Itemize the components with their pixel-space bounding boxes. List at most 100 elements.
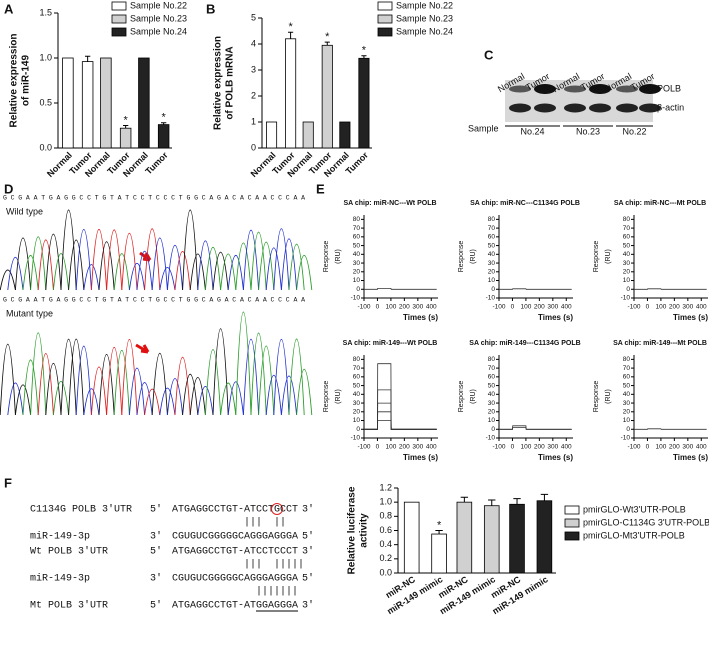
end-label: 3': [150, 573, 162, 585]
chart-title: SA chip: miR-NC---C1134G POLB: [470, 200, 580, 207]
sequence: GCGAATGAGGCCTGTATCCTGCCTGGCAGACACAACCCAA: [3, 297, 305, 304]
bar: [431, 533, 447, 574]
bar: [358, 57, 370, 149]
legend-label: Sample No.23: [396, 13, 453, 23]
trace-peak: [182, 374, 199, 416]
y-tick-label: 60: [623, 234, 631, 241]
trace-peak: [113, 349, 130, 416]
legend-label: Sample No.22: [396, 0, 453, 10]
trace-peak: [144, 228, 161, 291]
seq-label: Mt POLB 3'UTR: [30, 600, 108, 612]
y-tick-label: 4: [251, 38, 256, 48]
y-tick-label: 20: [623, 409, 631, 416]
trace-peak: [227, 254, 244, 291]
x-tick-label: 200: [399, 304, 410, 311]
trace-peak: [90, 366, 108, 416]
x-tick-label: 200: [534, 304, 545, 311]
bar: [265, 121, 278, 149]
y-tick-label: 0: [251, 142, 256, 152]
panel-letter: B: [206, 1, 215, 16]
legend-label: Sample No.24: [130, 26, 187, 36]
y-tick-label: 50: [488, 382, 496, 389]
error-bar: [160, 122, 167, 125]
y-tick-label: 20: [623, 269, 631, 276]
trace-peak: [220, 382, 237, 416]
end-label: 5': [150, 504, 162, 516]
y-tick-label: 0.5: [39, 97, 52, 107]
trace-peak: [106, 229, 123, 291]
x-tick-label: 0: [646, 444, 650, 451]
y-axis-label: (RU): [335, 249, 342, 264]
trace-peak: [220, 253, 237, 291]
x-tick-label: Normal: [249, 150, 278, 179]
x-tick-label: 300: [412, 444, 423, 451]
y-tick-label: 10: [623, 277, 631, 284]
end-label: 3': [302, 600, 314, 612]
trace-peak: [45, 233, 62, 291]
panel-letter: A: [4, 1, 14, 16]
trace-peak: [159, 267, 176, 291]
trace-peak: [204, 349, 222, 416]
x-tick-label: 400: [696, 304, 707, 311]
y-tick-label: 70: [623, 225, 631, 232]
significance-mark: *: [325, 31, 330, 43]
trace-peak: [280, 375, 298, 416]
y-axis-label: (RU): [605, 249, 612, 264]
line-series: [364, 402, 437, 430]
line-series: [499, 425, 572, 430]
y-tick-label: -10: [351, 435, 361, 442]
line-series: [364, 389, 437, 430]
legend-label: Sample No.24: [396, 26, 453, 36]
legend-label: Sample No.22: [130, 0, 187, 10]
y-tick-label: 10: [623, 417, 631, 424]
bar: [81, 61, 94, 149]
y-tick-label: 10: [353, 417, 361, 424]
trace-peak: [75, 345, 92, 416]
y-tick-label: 30: [353, 260, 361, 267]
trace-peak: [60, 209, 77, 291]
band: [534, 84, 556, 94]
bar: [62, 57, 74, 149]
x-tick-label: -100: [627, 304, 640, 311]
trace-peak: [113, 253, 130, 291]
y-tick-label: 0.0: [39, 142, 52, 152]
line-series: [634, 428, 707, 430]
x-tick-label: 400: [561, 444, 572, 451]
trace-peak: [14, 384, 32, 416]
trace-peak: [30, 332, 47, 416]
bar: [285, 38, 297, 149]
x-tick-label: 400: [561, 304, 572, 311]
pairing: ||| |||||: [172, 559, 304, 571]
x-tick-label: -100: [627, 444, 640, 451]
trace-peak: [159, 387, 176, 416]
error-bar: [460, 496, 469, 503]
band: [564, 103, 586, 113]
sequence: GCGAATGAGGCCTGTATCCTCCCTGGCAGACACAACCCAA: [3, 195, 305, 202]
y-tick-label: 0.8: [379, 511, 392, 521]
y-tick-label: 30: [623, 400, 631, 407]
x-tick-label: 0: [376, 444, 380, 451]
x-tick-label: -100: [492, 304, 505, 311]
line-series: [364, 363, 437, 430]
y-tick-label: 0: [626, 286, 630, 293]
error-bar: [488, 499, 496, 506]
significance-mark: *: [288, 21, 293, 33]
x-tick-label: 0: [511, 304, 515, 311]
trace-peak: [52, 253, 70, 291]
legend-label: pmirGLO-Wt3'UTR-POLB: [583, 504, 686, 514]
trace-peak: [280, 238, 298, 291]
trace-peak: [250, 231, 267, 291]
trace-peak: [174, 357, 191, 416]
bar: [483, 505, 500, 574]
y-axis-label: (RU): [470, 249, 477, 264]
y-tick-label: -10: [621, 435, 631, 442]
panel-letter: E: [316, 181, 325, 196]
significance-mark: *: [437, 519, 442, 531]
panel-letter: F: [4, 475, 12, 490]
line-series: [499, 288, 572, 290]
x-axis-label: Times (s): [403, 453, 438, 462]
chart-title: SA chip: miR-NC---Mt POLB: [614, 200, 706, 207]
band: [639, 84, 661, 94]
legend-swatch: [111, 1, 127, 11]
y-tick-label: 0.0: [379, 567, 392, 577]
